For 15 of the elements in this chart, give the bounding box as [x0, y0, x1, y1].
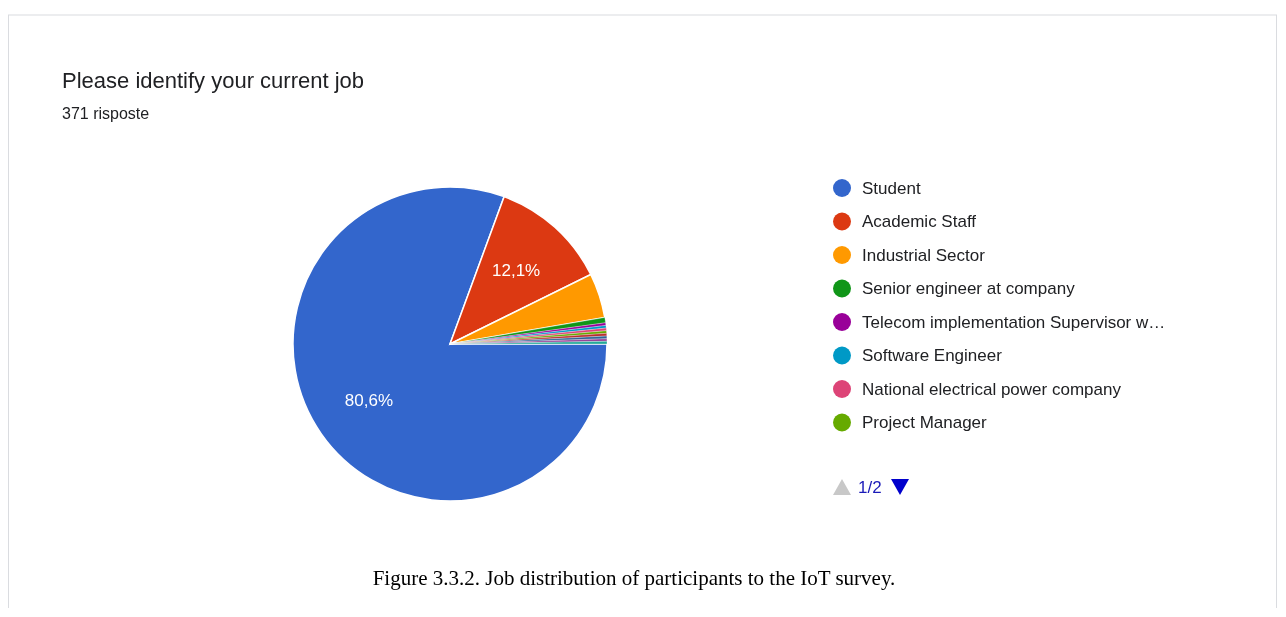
text: 1/2 — [858, 477, 882, 497]
text: 371 risposte — [62, 105, 150, 122]
legend-label: Academic Staff — [862, 212, 977, 231]
legend-label: Industrial Sector — [862, 245, 986, 265]
data-label: 12,1% — [492, 260, 541, 280]
legend-label: Telecom implementation Supervisor w… — [862, 312, 1166, 332]
legend-label: Software Engineer — [862, 346, 1003, 365]
data-label: 80,6% — [344, 391, 393, 411]
chart-title: Please identify your current job — [62, 68, 365, 93]
legend-label: National electrical power company — [862, 379, 1122, 399]
legend-label: Senior engineer at company — [862, 279, 1076, 298]
legend-label: Student — [862, 178, 921, 198]
caption: Figure 3.3.2. Job distribution of participants to the IoT survey. — [372, 566, 896, 590]
legend-label: Project Manager — [862, 413, 988, 432]
pie-slice — [292, 186, 608, 502]
